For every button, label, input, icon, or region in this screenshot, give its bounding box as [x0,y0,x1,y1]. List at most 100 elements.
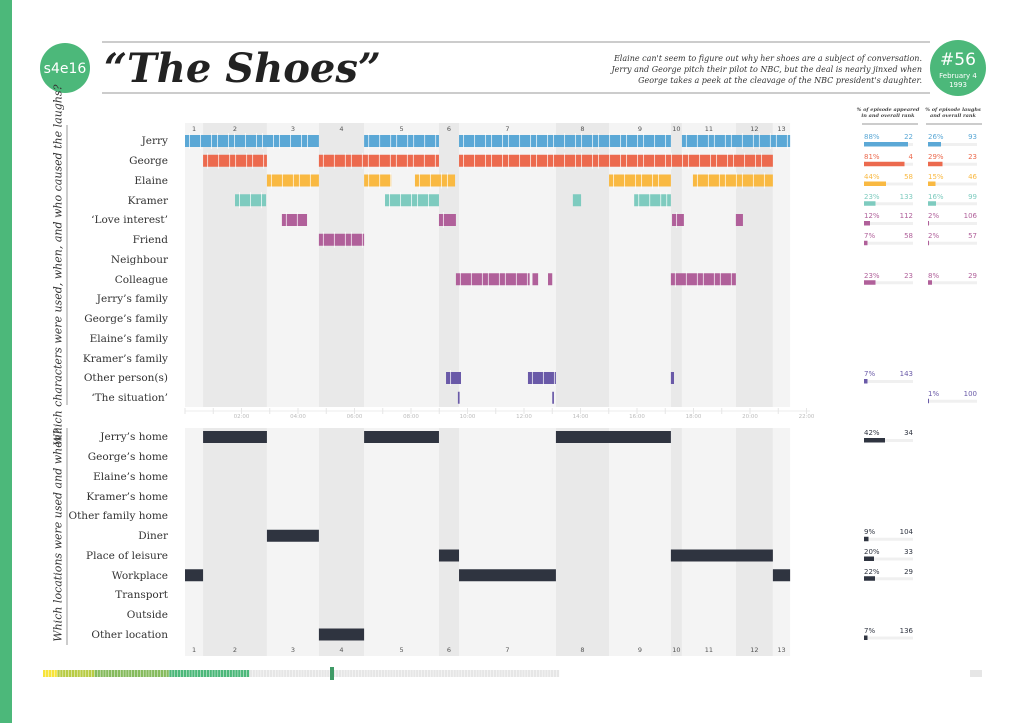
appeared-percent: 12% [864,213,880,220]
episode-cell [45,670,49,677]
laugh-marker [652,172,654,189]
episode-cell [289,670,293,677]
character-label: George’s family [84,313,168,326]
location-segment [203,431,267,443]
laugh-marker [256,133,257,149]
location-label: Other location [91,628,168,641]
laugh-marker [553,152,555,169]
appeared-percent: 44% [864,172,880,181]
laugh-marker [442,212,444,228]
episode-cell [352,670,356,677]
laugh-marker [530,152,532,169]
laugh-marker [710,152,712,169]
episode-cell [338,670,342,677]
episode-cell [312,670,316,677]
appeared-header: % of episode appeared [856,106,920,113]
scene-label-bottom: 1 [191,645,197,654]
laugh-marker [322,152,324,169]
episode-cell [43,670,46,677]
scene-band [438,123,460,407]
laughs-percent-sign: % [936,153,944,161]
scene-band [318,428,365,656]
laugh-marker [428,192,430,209]
episode-cell [91,670,95,677]
episode-cell [482,670,485,677]
location-segment [459,569,556,582]
location-share-bar [864,635,868,640]
laugh-marker [395,152,397,169]
laugh-marker [635,172,637,189]
laughs-rank: 99 [968,192,977,201]
episode-cell [54,670,57,677]
episode-cell [456,670,459,677]
episode-cell [332,670,336,677]
laugh-marker [367,152,369,169]
laugh-marker [434,152,436,169]
laugh-marker [575,133,577,149]
laughs-rank: 46 [968,172,977,181]
scene-band [609,428,671,656]
episode-cell [220,670,224,677]
scene-label-bottom: 2 [232,645,238,654]
episode-cell [307,670,310,677]
location-label: Diner [138,530,168,543]
episode-cell [484,670,488,677]
laughs-percent-sign: % [932,232,940,240]
scene-label-bottom: 8 [580,645,585,654]
episode-cell [195,670,198,677]
laugh-marker [491,133,493,149]
appeared-percent-value: 44 [864,172,873,181]
character-label: Elaine [134,174,168,187]
laugh-marker [696,172,698,189]
laugh-marker [270,172,272,189]
episode-cell [203,670,207,677]
laugh-marker [417,192,419,209]
episode-cell [83,670,86,677]
appeared-bar [864,181,886,186]
appeared-bar [864,201,876,206]
laugh-marker [699,152,701,169]
episode-cell [94,670,98,677]
location-label: Workplace [111,569,168,582]
episode-cell [163,670,166,677]
laugh-marker [400,192,402,209]
appeared-percent-sign: % [868,370,876,379]
episode-cell [453,670,456,677]
character-label: George [129,155,168,168]
episode-cell [510,670,514,677]
character-appearance-segment [455,273,530,286]
laugh-marker [229,152,231,169]
character-appearance-segment [681,135,791,147]
episode-cell [177,670,181,677]
episode-cell [424,670,428,677]
episode-cell [430,670,433,677]
laugh-marker [676,212,678,228]
episode-cell [493,670,496,677]
episode-cell [152,670,155,677]
scene-label-bottom: 12 [750,645,759,654]
episode-cell [117,670,121,677]
time-tick-label: 08:00 [403,414,419,421]
laughs-percent-value: 16 [928,192,937,201]
location-share-rank: 29 [904,567,913,576]
laughs-header: % of episode laughs [925,106,981,113]
laugh-marker [626,133,628,149]
time-tick-label: 12:00 [516,414,532,421]
laugh-marker [542,370,544,386]
episode-cell [154,670,158,677]
laugh-marker [344,231,346,248]
laugh-marker [435,133,437,149]
scene-band [364,123,439,407]
laugh-marker [733,152,735,169]
laugh-marker [322,231,324,248]
location-segment [266,529,319,542]
laugh-marker [262,133,263,149]
location-share-track [864,439,913,442]
scene-band [438,428,460,656]
episode-cell [502,670,505,677]
laugh-marker [775,133,777,149]
scene-band [681,123,736,407]
laugh-marker [396,133,398,149]
current-episode-marker [330,667,334,680]
episode-cell [542,670,545,677]
